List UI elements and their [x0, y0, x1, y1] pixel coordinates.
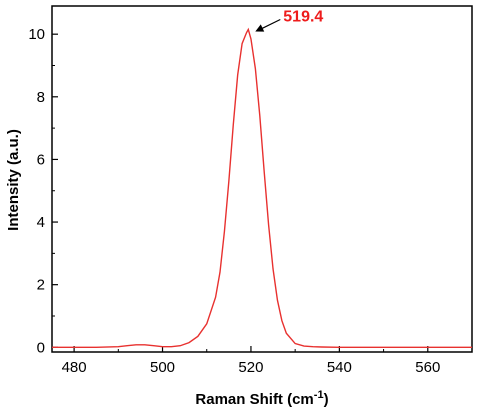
x-axis-label-close: ) [324, 391, 329, 408]
x-axis-label-sup: -1 [314, 389, 324, 401]
peak-annotation: 519.4 [255, 8, 323, 32]
x-tick-label: 520 [238, 359, 263, 376]
y-tick-label: 2 [37, 277, 45, 294]
x-tick-label: 480 [62, 359, 87, 376]
y-tick-label: 0 [37, 339, 45, 356]
peak-label: 519.4 [283, 8, 323, 25]
y-tick-label: 10 [28, 26, 45, 43]
plot-frame [51, 5, 473, 353]
axis-ticks [52, 33, 429, 352]
x-axis-label: Raman Shift (cm-1) [195, 389, 328, 408]
y-tick-label: 6 [37, 151, 45, 168]
y-axis-label: Intensity (a.u.) [5, 129, 22, 231]
x-tick-label: 540 [327, 359, 352, 376]
peak-arrow [260, 18, 281, 30]
y-tick-label: 4 [37, 214, 45, 231]
peak-arrow-head [255, 24, 265, 32]
spectrum-line [52, 27, 472, 348]
x-tick-label: 500 [150, 359, 175, 376]
x-tick-label: 560 [415, 359, 440, 376]
y-tick-label: 8 [37, 89, 45, 106]
tick-labels: 480 500 520 540 560 0 2 4 6 8 10 [28, 26, 440, 376]
